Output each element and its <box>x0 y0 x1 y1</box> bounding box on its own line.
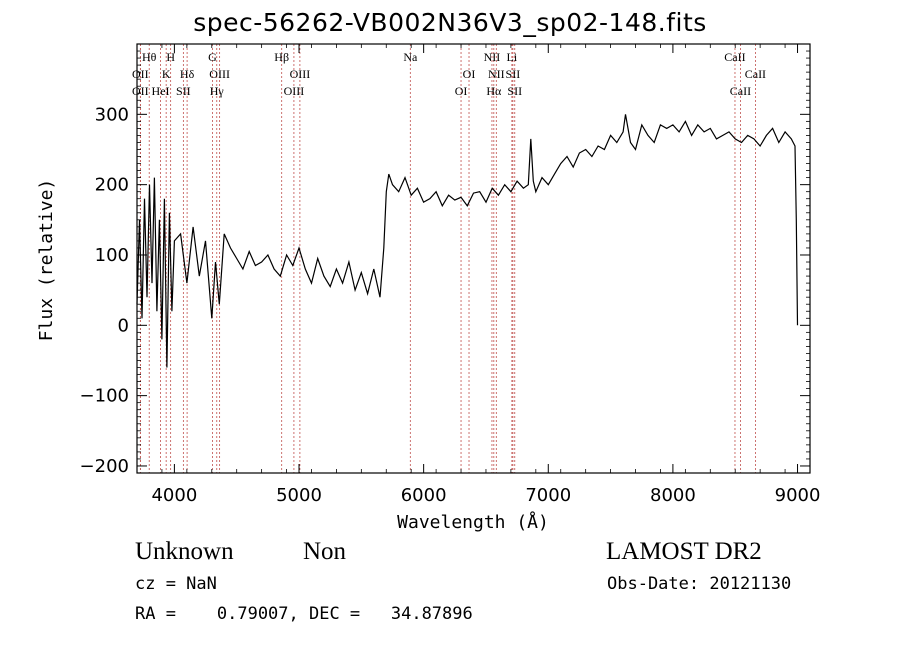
line-marker-label-13: OIII <box>290 67 311 81</box>
x-tick-label-2: 6000 <box>401 485 447 506</box>
line-marker-label-2: Hθ <box>142 50 157 64</box>
x-axis-label: Wavelength (Å) <box>397 511 549 533</box>
y-tick-label-5: 300 <box>95 104 129 125</box>
line-marker-label-14: Na <box>403 50 418 64</box>
y-tick-label-2: 0 <box>118 315 129 336</box>
line-marker-label-22: SII <box>507 84 522 98</box>
y-tick-label-1: −100 <box>80 386 129 407</box>
line-marker-label-7: Hδ <box>180 67 195 81</box>
line-marker-label-21: SII <box>506 67 521 81</box>
line-marker-label-25: CaII <box>745 67 766 81</box>
line-marker-label-6: SII <box>176 84 191 98</box>
line-marker-label-16: OI <box>463 67 476 81</box>
line-marker-label-5: H <box>166 50 175 64</box>
line-marker-label-10: OIII <box>209 67 230 81</box>
line-marker-label-23: CaII <box>724 50 745 64</box>
redshift-text: cz = NaN <box>135 574 217 594</box>
line-marker-label-8: G <box>208 50 217 64</box>
x-tick-label-5: 9000 <box>775 485 821 506</box>
line-marker-label-3: HeI <box>152 84 170 98</box>
line-marker-label-12: OIII <box>284 84 305 98</box>
line-marker-labels: OIIOIIHθHeIKHSIIHδGHγOIIIHβOIIIOIIINaOIO… <box>132 50 766 98</box>
line-marker-label-24: CaII <box>730 84 751 98</box>
line-marker-label-0: OII <box>132 67 149 81</box>
survey-name: LAMOST DR2 <box>606 538 762 565</box>
line-marker-label-11: Hβ <box>274 50 289 64</box>
object-class: Unknown <box>135 538 234 565</box>
obs-date-text: Obs-Date: 20121130 <box>607 574 792 594</box>
chart-title: spec-56262-VB002N36V3_sp02-148.fits <box>193 8 707 37</box>
line-marker-label-19: NII <box>488 67 505 81</box>
y-axis-ticks: −200 −100 0 100 200 300 <box>80 50 810 477</box>
y-tick-label-3: 100 <box>95 245 129 266</box>
x-tick-label-3: 7000 <box>525 485 571 506</box>
x-axis-ticks: 4000 5000 6000 7000 8000 9000 <box>136 44 821 506</box>
line-marker-label-20: Li <box>507 50 518 64</box>
line-markers <box>139 44 756 473</box>
y-tick-label-0: −200 <box>80 456 129 477</box>
line-marker-label-9: Hγ <box>210 84 225 98</box>
coordinates-text: RA = 0.79007, DEC = 34.87896 <box>135 604 473 624</box>
line-marker-label-17: NII <box>484 50 501 64</box>
object-subclass: Non <box>303 538 347 565</box>
y-tick-label-4: 200 <box>95 175 129 196</box>
y-axis-label: Flux (relative) <box>36 179 57 342</box>
x-tick-label-0: 4000 <box>151 485 197 506</box>
x-tick-label-1: 5000 <box>276 485 322 506</box>
plot-frame <box>136 43 811 474</box>
line-marker-label-1: OII <box>132 84 149 98</box>
line-marker-label-15: OI <box>455 84 468 98</box>
x-tick-label-4: 8000 <box>650 485 696 506</box>
line-marker-label-18: Hα <box>486 84 502 98</box>
line-marker-label-4: K <box>162 67 171 81</box>
spectrum-line <box>136 114 799 368</box>
